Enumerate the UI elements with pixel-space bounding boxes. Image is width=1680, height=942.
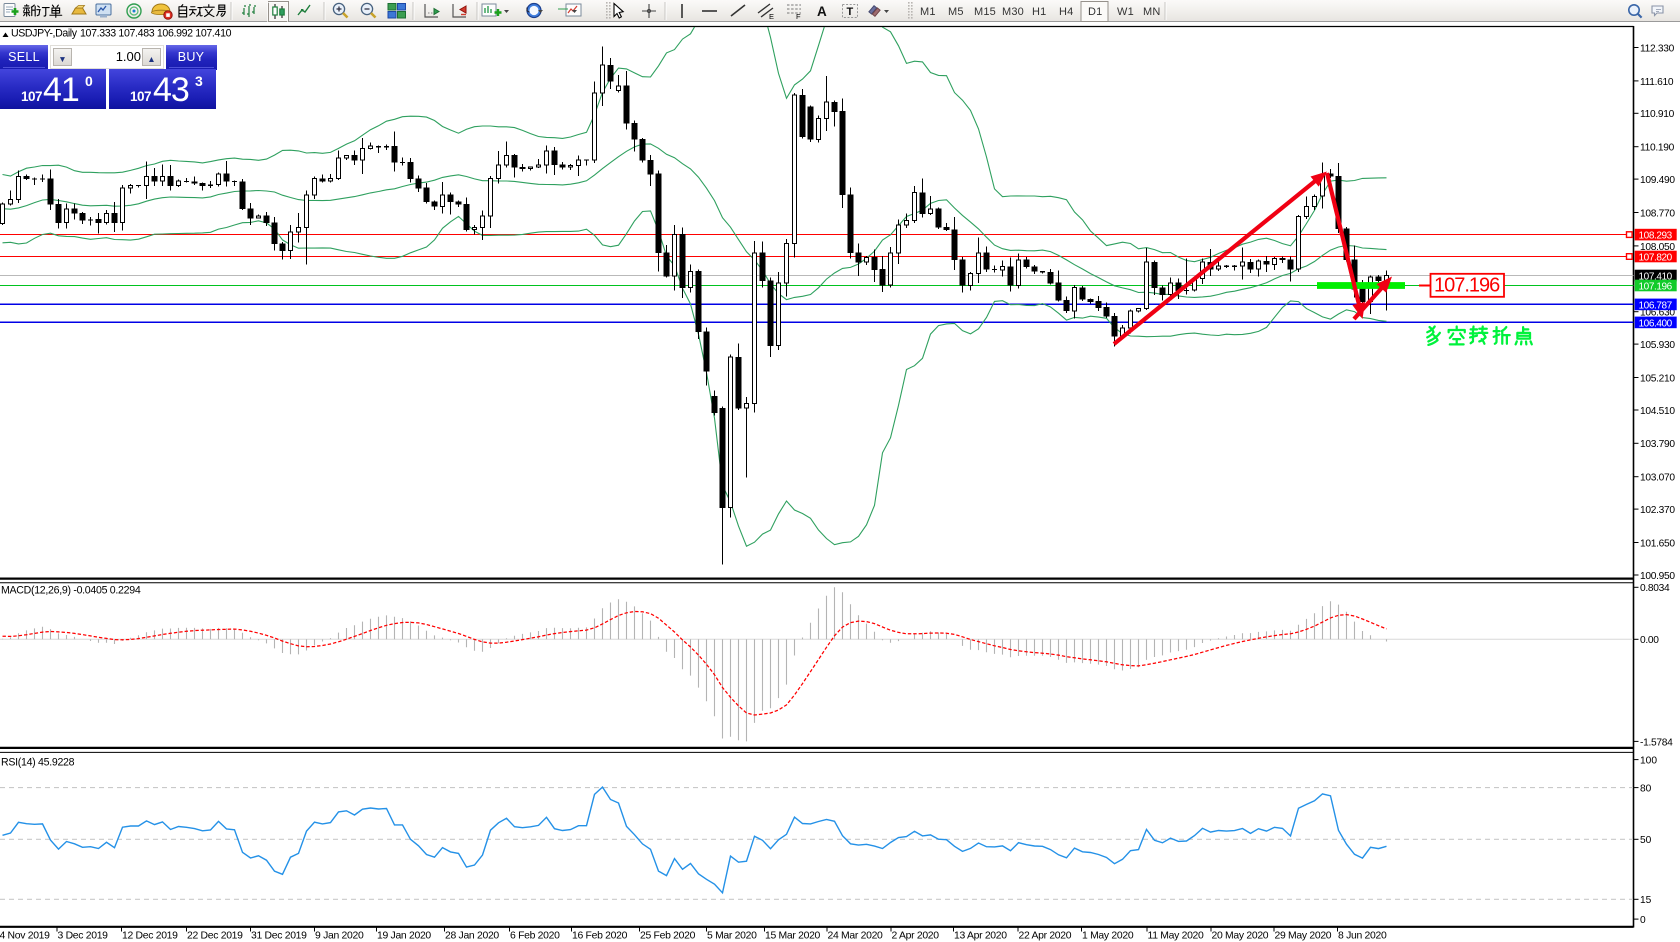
- svg-text:H1: H1: [1032, 6, 1046, 18]
- svg-text:-1.5784: -1.5784: [1640, 737, 1673, 748]
- svg-text:M30: M30: [1002, 6, 1024, 18]
- svg-text:24 Nov 2019: 24 Nov 2019: [0, 931, 50, 942]
- svg-text:M5: M5: [948, 6, 964, 18]
- svg-text:25 Feb 2020: 25 Feb 2020: [640, 931, 696, 942]
- svg-text:105.210: 105.210: [1640, 373, 1675, 384]
- svg-text:108.770: 108.770: [1640, 208, 1675, 219]
- svg-text:5 Mar 2020: 5 Mar 2020: [707, 931, 757, 942]
- svg-text:104.510: 104.510: [1640, 406, 1675, 417]
- svg-text:A: A: [817, 4, 827, 19]
- svg-text:8 Jun 2020: 8 Jun 2020: [1338, 931, 1387, 942]
- svg-text:103.070: 103.070: [1640, 473, 1675, 484]
- svg-text:2 Apr 2020: 2 Apr 2020: [892, 931, 940, 942]
- svg-text:110.910: 110.910: [1640, 109, 1675, 120]
- svg-text:107.196: 107.196: [1639, 281, 1673, 292]
- svg-text:112.330: 112.330: [1640, 43, 1675, 54]
- svg-text:MN: MN: [1143, 6, 1161, 18]
- svg-text:12 Dec 2019: 12 Dec 2019: [122, 931, 178, 942]
- svg-text:20 May 2020: 20 May 2020: [1212, 931, 1269, 942]
- svg-text:E: E: [769, 12, 774, 21]
- svg-text:111.610: 111.610: [1640, 77, 1674, 88]
- svg-text:13 Apr 2020: 13 Apr 2020: [954, 931, 1007, 942]
- svg-text:19 Jan 2020: 19 Jan 2020: [377, 931, 431, 942]
- svg-text:15: 15: [1640, 895, 1652, 906]
- svg-text:11 May 2020: 11 May 2020: [1148, 931, 1205, 942]
- svg-text:USDJPY-,Daily: USDJPY-,Daily: [11, 28, 78, 40]
- svg-text:9 Jan 2020: 9 Jan 2020: [315, 931, 364, 942]
- svg-text:31 Dec 2019: 31 Dec 2019: [251, 931, 307, 942]
- svg-text:100: 100: [1640, 756, 1657, 767]
- svg-text:0.8034: 0.8034: [1640, 583, 1670, 594]
- svg-text:D1: D1: [1088, 6, 1102, 18]
- svg-text:107.333 107.483 106.992 107.41: 107.333 107.483 106.992 107.410: [80, 28, 232, 40]
- svg-text:106.400: 106.400: [1639, 318, 1673, 329]
- svg-text:0: 0: [1640, 915, 1646, 926]
- svg-text:105.930: 105.930: [1640, 340, 1675, 351]
- svg-text:M1: M1: [920, 6, 936, 18]
- svg-text:108.050: 108.050: [1640, 242, 1675, 253]
- svg-text:W1: W1: [1117, 6, 1134, 18]
- svg-text:1 May 2020: 1 May 2020: [1082, 931, 1134, 942]
- svg-text:F: F: [796, 12, 801, 21]
- svg-text:106.787: 106.787: [1639, 300, 1673, 311]
- svg-text:22 Dec 2019: 22 Dec 2019: [187, 931, 243, 942]
- svg-text:107.196: 107.196: [1434, 275, 1500, 297]
- svg-text:16 Feb 2020: 16 Feb 2020: [572, 931, 628, 942]
- svg-text:28 Jan 2020: 28 Jan 2020: [445, 931, 499, 942]
- svg-text:T: T: [847, 6, 854, 18]
- svg-text:110.190: 110.190: [1640, 143, 1675, 154]
- svg-text:103.790: 103.790: [1640, 439, 1675, 450]
- svg-text:M15: M15: [974, 6, 996, 18]
- svg-text:6 Feb 2020: 6 Feb 2020: [510, 931, 560, 942]
- svg-text:109.490: 109.490: [1640, 175, 1675, 186]
- svg-text:101.650: 101.650: [1640, 538, 1675, 549]
- svg-text:29 May 2020: 29 May 2020: [1275, 931, 1332, 942]
- svg-text:RSI(14) 45.9228: RSI(14) 45.9228: [1, 757, 75, 769]
- svg-text:107.820: 107.820: [1639, 252, 1673, 263]
- svg-text:15 Mar 2020: 15 Mar 2020: [765, 931, 821, 942]
- svg-text:22 Apr 2020: 22 Apr 2020: [1019, 931, 1072, 942]
- svg-text:102.370: 102.370: [1640, 505, 1675, 516]
- svg-text:100.950: 100.950: [1640, 571, 1675, 582]
- svg-text:24 Mar 2020: 24 Mar 2020: [828, 931, 884, 942]
- svg-text:0.00: 0.00: [1640, 635, 1659, 646]
- svg-text:80: 80: [1640, 784, 1652, 795]
- svg-text:106.630: 106.630: [1640, 308, 1675, 319]
- svg-text:50: 50: [1640, 835, 1652, 846]
- svg-text:107.410: 107.410: [1639, 271, 1673, 282]
- svg-text:108.293: 108.293: [1639, 231, 1673, 242]
- svg-text:3 Dec 2019: 3 Dec 2019: [58, 931, 109, 942]
- svg-text:H4: H4: [1059, 6, 1073, 18]
- svg-text:MACD(12,26,9) -0.0405 0.2294: MACD(12,26,9) -0.0405 0.2294: [1, 585, 141, 597]
